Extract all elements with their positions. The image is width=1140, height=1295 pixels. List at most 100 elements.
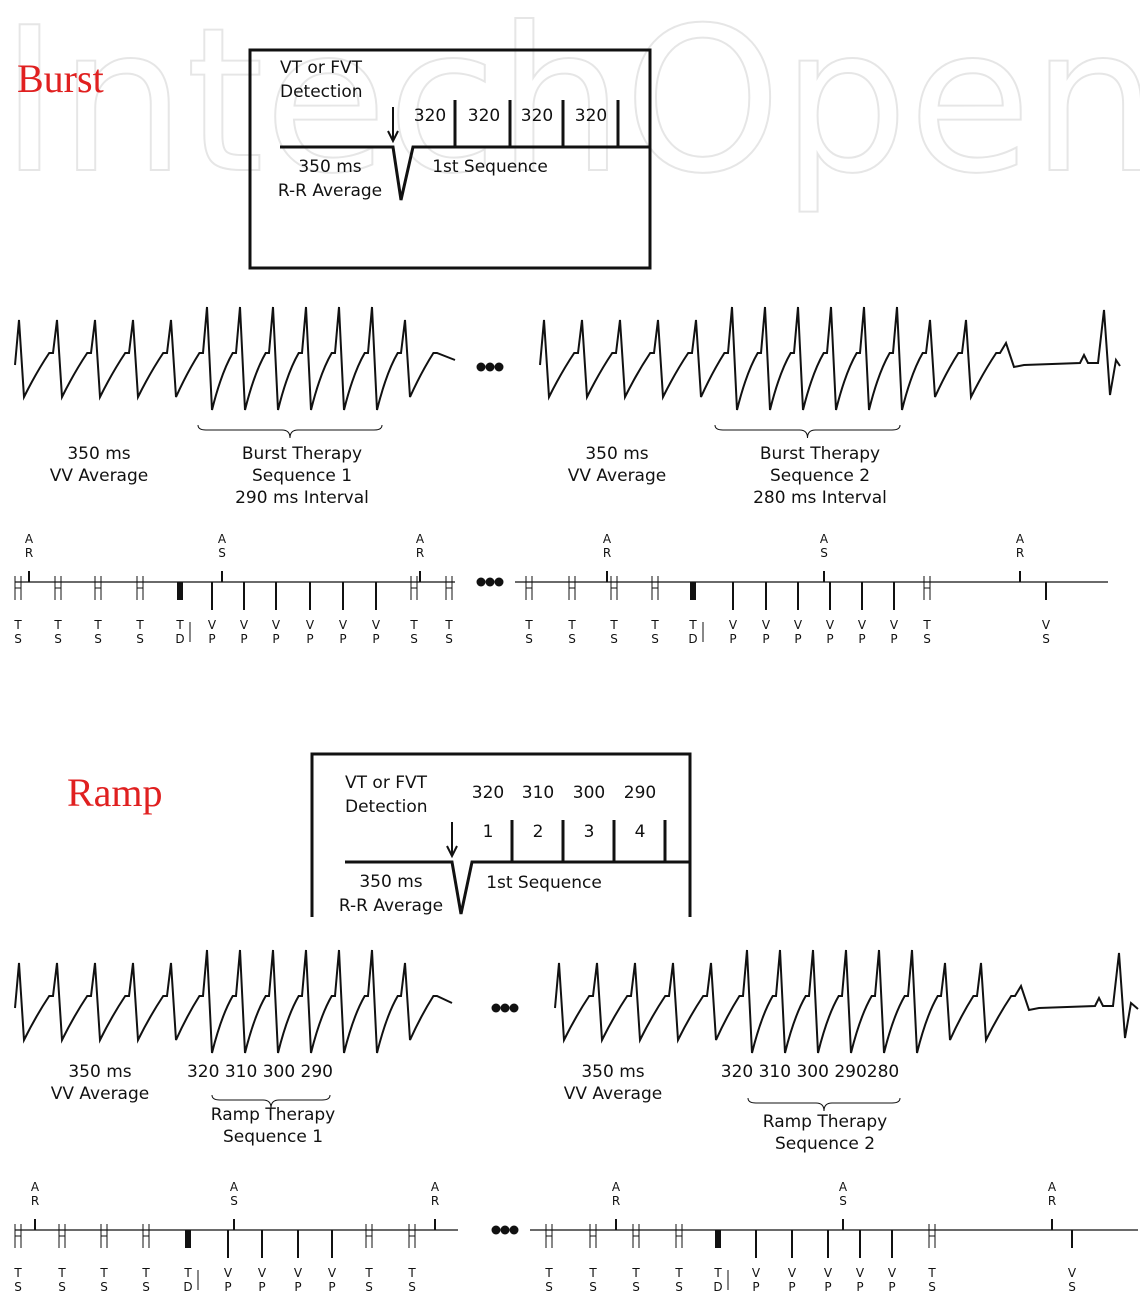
marker-label: TS — [97, 1266, 111, 1294]
marker-label: AR — [1013, 532, 1027, 560]
marker-label: AR — [428, 1180, 442, 1208]
marker-label: AS — [836, 1180, 850, 1208]
marker-label: VP — [369, 618, 383, 646]
detect-mark — [177, 582, 183, 600]
ramp-intervals: 320 310 300 290 — [187, 1062, 333, 1082]
marker-label: TS — [139, 1266, 153, 1294]
therapy-label: Burst Therapy — [242, 444, 362, 464]
detect-mark — [690, 582, 696, 600]
sense-mark — [445, 576, 453, 600]
marker-label: VP — [303, 618, 317, 646]
average-label: VV Average — [51, 1084, 149, 1104]
therapy-label: 280 ms Interval — [753, 488, 887, 508]
detect-mark — [185, 1230, 191, 1248]
box-text: VT or FVT — [345, 773, 428, 793]
arrow — [446, 822, 458, 859]
sense-mark — [136, 576, 144, 600]
marker-label: VP — [887, 618, 901, 646]
detect-mark — [715, 1230, 721, 1248]
therapy-label: Sequence 1 — [223, 1127, 323, 1147]
average-label: VV Average — [50, 466, 148, 486]
box-text: 350 ms — [298, 157, 361, 177]
ellipsis-dot — [500, 1003, 510, 1013]
interval-label: 320 — [575, 106, 607, 126]
marker-label: TS — [672, 1266, 686, 1294]
bracket — [211, 1094, 331, 1109]
marker-label: VP — [791, 618, 805, 646]
marker-label: VP — [205, 618, 219, 646]
average-label: VV Average — [564, 1084, 662, 1104]
ecg-trace — [14, 306, 456, 411]
box-text: R-R Average — [339, 896, 443, 916]
marker-label: VP — [325, 1266, 339, 1294]
sense-mark — [923, 576, 931, 600]
ellipsis-dot — [476, 362, 486, 372]
sense-mark — [928, 1224, 936, 1248]
sense-mark — [545, 1224, 553, 1248]
sense-mark — [632, 1224, 640, 1248]
step-label: 3 — [584, 822, 595, 842]
box-text: 1st Sequence — [432, 157, 548, 177]
marker-label: VP — [237, 618, 251, 646]
therapy-label: Sequence 2 — [775, 1134, 875, 1154]
ellipsis-dot — [476, 577, 486, 587]
marker-label: AR — [609, 1180, 623, 1208]
box-text: Detection — [345, 797, 428, 817]
step-label: 4 — [635, 822, 646, 842]
marker-label: VP — [255, 1266, 269, 1294]
ellipsis-dot — [491, 1225, 501, 1235]
sense-mark — [568, 576, 576, 600]
sense-mark — [525, 576, 533, 600]
ellipsis-dot — [485, 362, 495, 372]
marker-label: AR — [413, 532, 427, 560]
sense-mark — [651, 576, 659, 600]
bracket — [747, 1097, 901, 1112]
ellipsis-dot — [509, 1003, 519, 1013]
ellipsis-dot — [485, 577, 495, 587]
marker-label: AS — [227, 1180, 241, 1208]
marker-label: TS — [55, 1266, 69, 1294]
detection-box — [248, 48, 652, 270]
marker-label: VP — [291, 1266, 305, 1294]
therapy-label: Ramp Therapy — [763, 1112, 888, 1132]
ramp-intervals: 320 310 300 290280 — [721, 1062, 899, 1082]
sense-mark — [365, 1224, 373, 1248]
marker-label: TS — [11, 1266, 25, 1294]
ellipsis-dot — [494, 362, 504, 372]
marker-label: VP — [726, 618, 740, 646]
marker-label: VS — [1039, 618, 1053, 646]
marker-label: AR — [1045, 1180, 1059, 1208]
marker-label: AR — [28, 1180, 42, 1208]
marker-label: VP — [749, 1266, 763, 1294]
marker-label: TS — [51, 618, 65, 646]
marker-label: VS — [1065, 1266, 1079, 1294]
ecg-trace — [539, 306, 1121, 411]
panel-title: Ramp — [67, 770, 163, 815]
sense-mark — [94, 576, 102, 600]
marker-label: TS — [407, 618, 421, 646]
sense-mark — [100, 1224, 108, 1248]
marker-label: VP — [885, 1266, 899, 1294]
box-baseline — [280, 145, 650, 201]
ellipsis-dot — [509, 1225, 519, 1235]
box-text: 350 ms — [359, 872, 422, 892]
marker-label: VP — [855, 618, 869, 646]
marker-label: TS — [405, 1266, 419, 1294]
detection-box — [310, 752, 692, 917]
step-label: 1 — [483, 822, 494, 842]
sense-mark — [58, 1224, 66, 1248]
marker-label: VP — [823, 618, 837, 646]
box-text: R-R Average — [278, 181, 382, 201]
sense-mark — [14, 1224, 22, 1248]
average-label: VV Average — [568, 466, 666, 486]
marker-label: VP — [269, 618, 283, 646]
marker-label: VP — [821, 1266, 835, 1294]
marker-label: TD — [686, 618, 700, 646]
watermark: IntechOpen — [0, 0, 1140, 218]
marker-label: TS — [133, 618, 147, 646]
marker-label: TS — [542, 1266, 556, 1294]
marker-label: TD — [711, 1266, 725, 1294]
marker-label: TS — [629, 1266, 643, 1294]
marker-label: TS — [920, 618, 934, 646]
